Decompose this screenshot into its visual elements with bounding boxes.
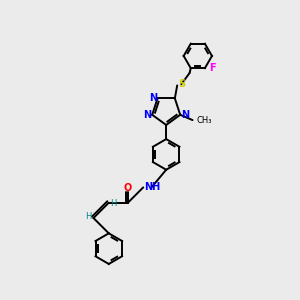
Text: N: N (143, 110, 152, 120)
Text: H: H (85, 212, 92, 221)
Text: H: H (110, 200, 117, 208)
Text: N: N (181, 110, 189, 120)
Text: S: S (178, 79, 185, 89)
Text: O: O (124, 183, 132, 193)
Text: NH: NH (144, 182, 161, 192)
Text: CH₃: CH₃ (197, 116, 212, 124)
Text: F: F (209, 63, 216, 73)
Text: N: N (149, 93, 157, 103)
